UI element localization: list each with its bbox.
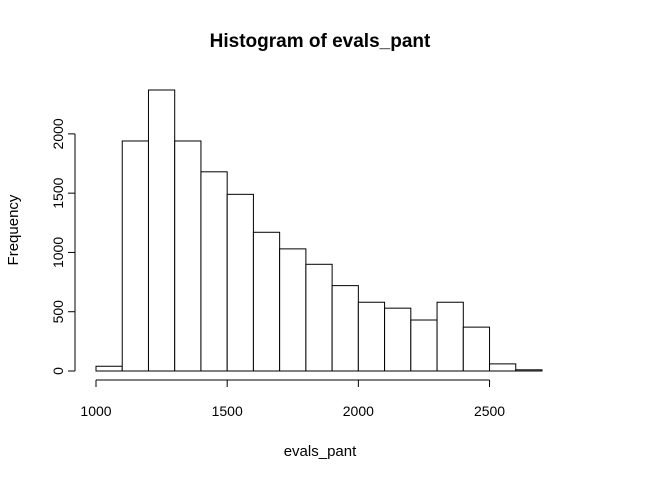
histogram-bar [462,326,491,372]
histogram-bar [305,263,333,372]
histogram-bar [279,248,307,372]
y-axis-label: Frequency [5,194,22,265]
x-tick-label: 2500 [474,403,505,419]
histogram-bar [95,365,123,372]
y-tick-label: 1000 [50,237,66,268]
x-axis-label: evals_pant [284,443,357,460]
histogram-bar [174,140,202,372]
histogram-bar [357,301,386,372]
histogram-bar [121,140,149,372]
histogram-bar [489,363,517,372]
y-tick-label: 0 [50,367,66,375]
y-tick-label: 2000 [50,118,66,149]
histogram-bar [436,301,464,372]
x-axis: 1000 1500 2000 2500 [80,379,505,419]
histogram-bar [410,319,438,372]
y-axis: 0 500 1000 1500 2000 [50,118,76,375]
y-tick-label: 500 [50,300,66,324]
histogram-bar [515,369,543,372]
histogram-bars [95,89,543,372]
histogram-bar [200,171,228,372]
chart-title: Histogram of evals_pant [210,31,431,52]
histogram-bar [331,285,359,372]
x-tick-label: 2000 [343,403,374,419]
histogram-bar [147,89,176,372]
x-tick-label: 1000 [80,403,111,419]
histogram-bar [226,193,254,372]
x-tick-label: 1500 [212,403,243,419]
histogram-bar [252,231,281,372]
y-tick-label: 1500 [50,177,66,208]
histogram-bar [384,307,412,372]
